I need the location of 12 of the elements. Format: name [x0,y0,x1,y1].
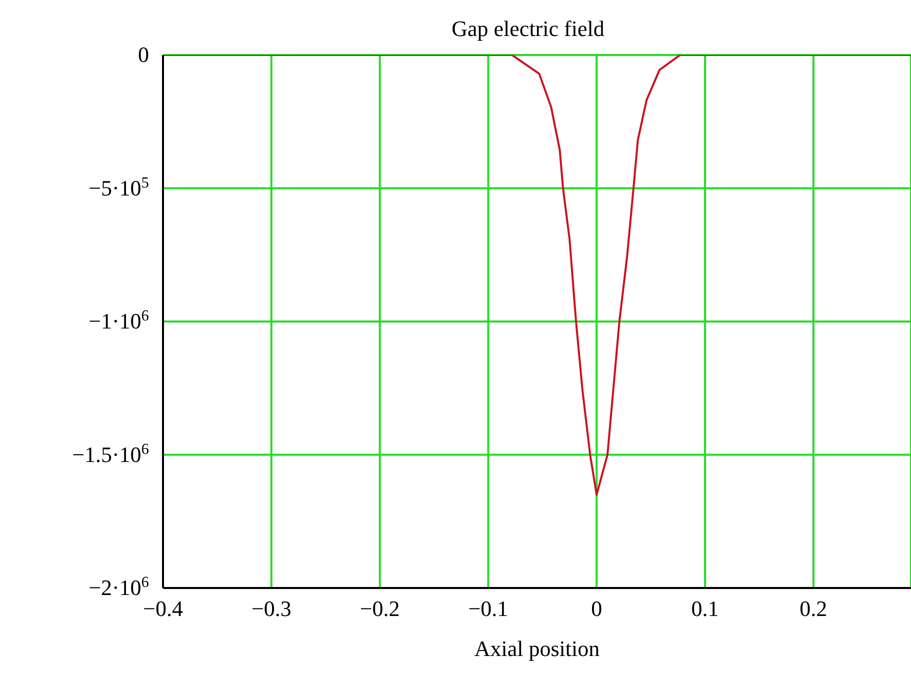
y-tick-label: −1.5·10$^{6}$ [72,440,150,467]
chart-title: Gap electric field [452,16,604,41]
x-tick-label: 0.1 [691,596,719,621]
x-tick-label: 0.2 [800,596,828,621]
y-tick-label: −5·10$^{5}$ [88,174,150,200]
x-axis-title: Axial position [474,636,600,661]
x-tick-label: 0 [591,596,602,621]
x-tick-label: −0.3 [251,596,292,621]
y-tick-label: −1·10$^{6}$ [88,307,150,334]
x-tick-label: −0.1 [468,596,508,621]
x-tick-label: −0.2 [360,596,400,621]
y-tick-label: 0 [138,42,149,67]
